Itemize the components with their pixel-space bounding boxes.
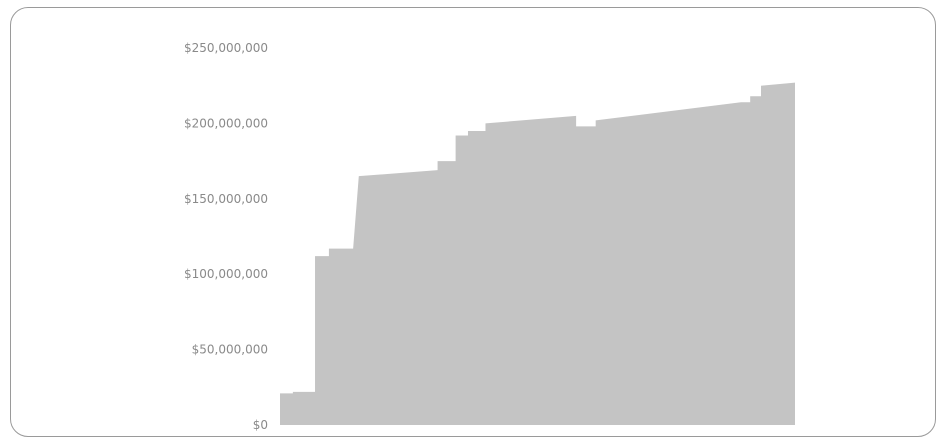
y-tick-label: $150,000,000 — [184, 192, 268, 206]
y-tick-label: $200,000,000 — [184, 116, 268, 130]
y-tick-label: $0 — [253, 418, 268, 432]
y-tick-label: $250,000,000 — [184, 41, 268, 55]
y-tick-label: $50,000,000 — [192, 343, 268, 357]
y-axis: $0 $50,000,000 $100,000,000 $150,000,000 $20… — [184, 41, 268, 432]
y-tick-label: $100,000,000 — [184, 267, 268, 281]
series-area — [280, 82, 795, 426]
plot-area — [280, 82, 795, 426]
